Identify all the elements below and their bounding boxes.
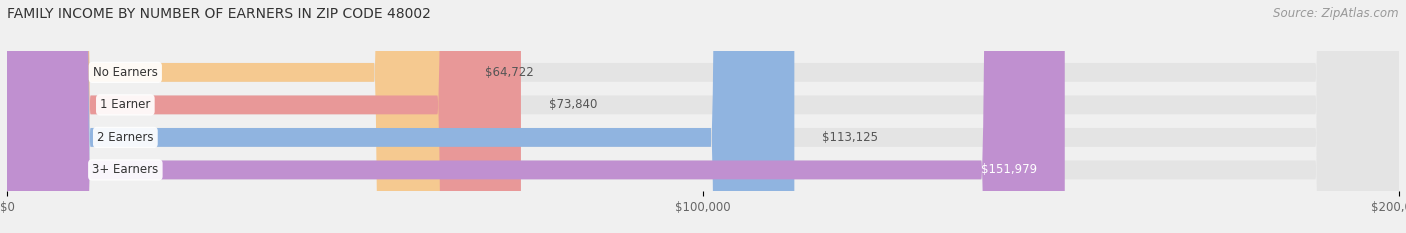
Text: FAMILY INCOME BY NUMBER OF EARNERS IN ZIP CODE 48002: FAMILY INCOME BY NUMBER OF EARNERS IN ZI…	[7, 7, 430, 21]
Text: $113,125: $113,125	[823, 131, 879, 144]
Text: $73,840: $73,840	[548, 98, 598, 111]
Text: No Earners: No Earners	[93, 66, 157, 79]
Text: 1 Earner: 1 Earner	[100, 98, 150, 111]
Text: $151,979: $151,979	[981, 163, 1036, 176]
FancyBboxPatch shape	[7, 0, 1399, 233]
Text: Source: ZipAtlas.com: Source: ZipAtlas.com	[1274, 7, 1399, 20]
Text: $64,722: $64,722	[485, 66, 534, 79]
FancyBboxPatch shape	[7, 0, 794, 233]
Text: 3+ Earners: 3+ Earners	[93, 163, 159, 176]
FancyBboxPatch shape	[7, 0, 522, 233]
FancyBboxPatch shape	[7, 0, 457, 233]
FancyBboxPatch shape	[7, 0, 1399, 233]
FancyBboxPatch shape	[7, 0, 1399, 233]
FancyBboxPatch shape	[7, 0, 1399, 233]
Text: 2 Earners: 2 Earners	[97, 131, 153, 144]
FancyBboxPatch shape	[7, 0, 1064, 233]
